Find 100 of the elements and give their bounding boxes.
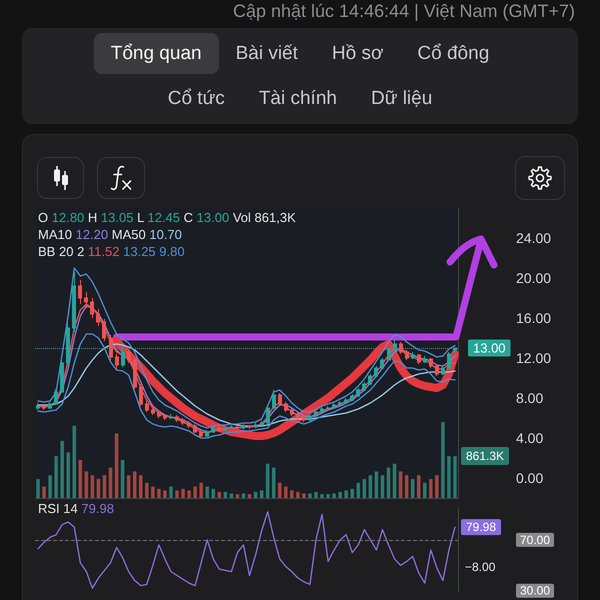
bar [102,475,106,498]
bar [230,493,234,498]
candlestick [60,358,64,394]
bar [145,482,149,498]
candlestick [441,366,445,376]
bar [66,452,70,498]
bar [332,493,336,498]
bar [224,492,228,498]
bar [374,471,378,498]
candlestick [72,272,76,332]
bar [187,490,191,498]
candlestick [308,414,312,422]
bar [181,488,185,498]
text: Dữ liệu [370,88,432,109]
bar [139,475,142,498]
bar [284,486,288,498]
candlestick [193,424,197,434]
bar [151,486,155,498]
bar [48,475,52,498]
bar [296,492,300,498]
bar [441,422,445,498]
candlestick [163,414,167,420]
bar [308,493,312,498]
candlestick [217,426,221,432]
annotation: RSI 14 79.98 [38,501,114,516]
candlestick [380,358,384,370]
candlestick [139,384,143,406]
candlestick [175,414,179,422]
y-tick-label: 8.00 [516,390,544,406]
text: Hồ sơ [332,43,384,64]
bar [84,471,88,498]
bar [302,493,306,498]
candlestick [266,404,270,424]
candlestick [399,342,403,354]
candlestick [302,416,306,422]
y-tick-label: 24.00 [516,230,552,246]
bar [254,492,258,498]
bar [60,441,64,498]
text: O 12.80 H 13.05 L 12.45 C 13.00 Vol 861,3K [38,210,296,225]
candlestick [344,398,348,404]
y-tick-label: 70.00 [520,532,550,547]
candlestick [187,420,191,428]
candlestick [42,404,46,410]
candlestick [181,418,185,426]
bar [278,482,282,498]
candlestick [272,390,276,410]
y-tick-label: 20.00 [516,270,552,286]
candlestick [211,426,215,434]
bar [410,479,414,498]
bar [108,468,112,498]
bar [132,471,136,498]
bar [380,475,384,498]
bar [72,426,76,498]
candlestick [241,424,245,430]
candlestick [338,400,342,406]
bar [326,494,330,498]
annotation: MA10 12.20 MA50 10.70 [38,227,182,242]
bar [205,486,209,498]
candlestick [169,414,173,420]
candlestick [48,402,52,410]
bar [212,488,216,498]
bar [290,490,294,498]
candlestick [423,356,427,364]
bar [193,486,197,498]
candlestick [429,358,433,368]
candlestick [254,422,258,428]
candlestick [96,308,100,326]
candlestick [235,426,239,430]
candlestick [127,348,131,364]
bar [96,479,100,498]
candlestick [229,424,233,430]
bar [54,456,58,498]
candlestick [411,352,415,360]
bar [120,460,124,498]
candlestick [320,406,324,414]
line-series [37,333,456,439]
y-tick-label: 0.00 [516,470,544,486]
candlestick [356,388,360,398]
candlestick [260,420,264,426]
candlestick [326,406,330,412]
candlestick [78,280,82,304]
candlestick [84,292,88,308]
bar [175,490,179,498]
text: Tài chính [258,88,337,109]
bar [157,488,161,498]
text: Cổ tức [168,88,225,109]
candlestick [90,298,94,318]
bar [248,494,252,498]
bar [236,494,240,498]
candlestick [199,430,203,438]
bar [429,479,433,498]
bar [90,475,94,498]
bar [163,490,167,498]
candlestick [223,426,227,432]
candlestick [350,394,354,402]
candlestick [157,410,161,418]
y-tick-label: 4.00 [516,430,544,446]
y-tick-label: 16.00 [516,310,552,326]
y-tick-label: 12.00 [516,350,552,366]
candlestick [102,318,106,342]
